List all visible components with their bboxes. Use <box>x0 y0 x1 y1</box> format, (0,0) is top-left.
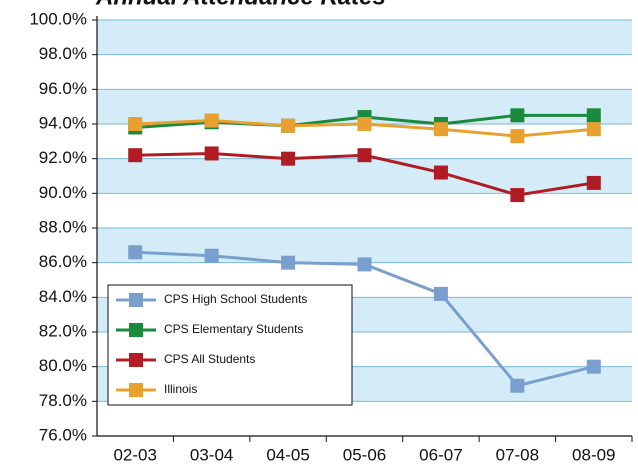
point <box>357 148 372 163</box>
legend: CPS High School Students CPS Elementary S… <box>107 284 353 406</box>
legend-label: CPS High School Students <box>164 292 307 306</box>
point <box>204 113 219 128</box>
point <box>510 108 525 123</box>
band <box>97 158 632 194</box>
legend-marker <box>129 323 143 337</box>
point <box>204 248 219 263</box>
y-tick-label: 92.0% <box>39 148 87 167</box>
legend-marker <box>129 353 143 367</box>
x-tick-label: 06-07 <box>419 445 462 464</box>
point <box>510 129 525 144</box>
x-tick-label: 05-06 <box>343 445 386 464</box>
point <box>586 108 601 123</box>
y-tick-label: 88.0% <box>39 217 87 236</box>
point <box>128 245 143 260</box>
point <box>510 188 525 203</box>
y-tick-label: 94.0% <box>39 113 87 132</box>
x-tick-label: 04-05 <box>266 445 309 464</box>
point <box>128 117 143 131</box>
y-tick-label: 100.0% <box>29 9 87 28</box>
legend-marker <box>129 293 143 307</box>
y-tick-label: 98.0% <box>39 44 87 63</box>
y-tick-label: 90.0% <box>39 183 87 202</box>
point <box>281 255 296 270</box>
y-tick-label: 80.0% <box>39 356 87 375</box>
point <box>586 122 601 137</box>
y-tick-label: 76.0% <box>39 425 87 444</box>
x-tick-label: 02-03 <box>113 445 156 464</box>
point <box>586 175 601 190</box>
point <box>281 118 296 133</box>
point <box>128 148 143 163</box>
band <box>97 228 632 263</box>
legend-label: Illinois <box>164 382 197 396</box>
y-tick-label: 96.0% <box>39 79 87 98</box>
legend-label: CPS All Students <box>164 352 255 366</box>
point <box>586 359 601 374</box>
point <box>510 378 525 393</box>
legend-box <box>107 284 353 406</box>
x-tick-label: 07-08 <box>496 445 539 464</box>
point <box>357 117 372 131</box>
x-tick-label: 03-04 <box>190 445 233 464</box>
y-tick-label: 78.0% <box>39 391 87 410</box>
point <box>357 257 372 272</box>
y-tick-label: 86.0% <box>39 252 87 271</box>
point <box>433 165 448 180</box>
band <box>97 20 632 55</box>
point <box>433 286 448 301</box>
point <box>281 151 296 166</box>
legend-marker <box>129 383 143 397</box>
x-tick-label: 08-09 <box>572 445 615 464</box>
legend-label: CPS Elementary Students <box>164 322 303 336</box>
chart-title: Annual Attendance Rates <box>95 0 386 10</box>
point <box>433 122 448 137</box>
point <box>204 146 219 161</box>
y-tick-label: 82.0% <box>39 321 87 340</box>
y-tick-label: 84.0% <box>39 287 87 306</box>
